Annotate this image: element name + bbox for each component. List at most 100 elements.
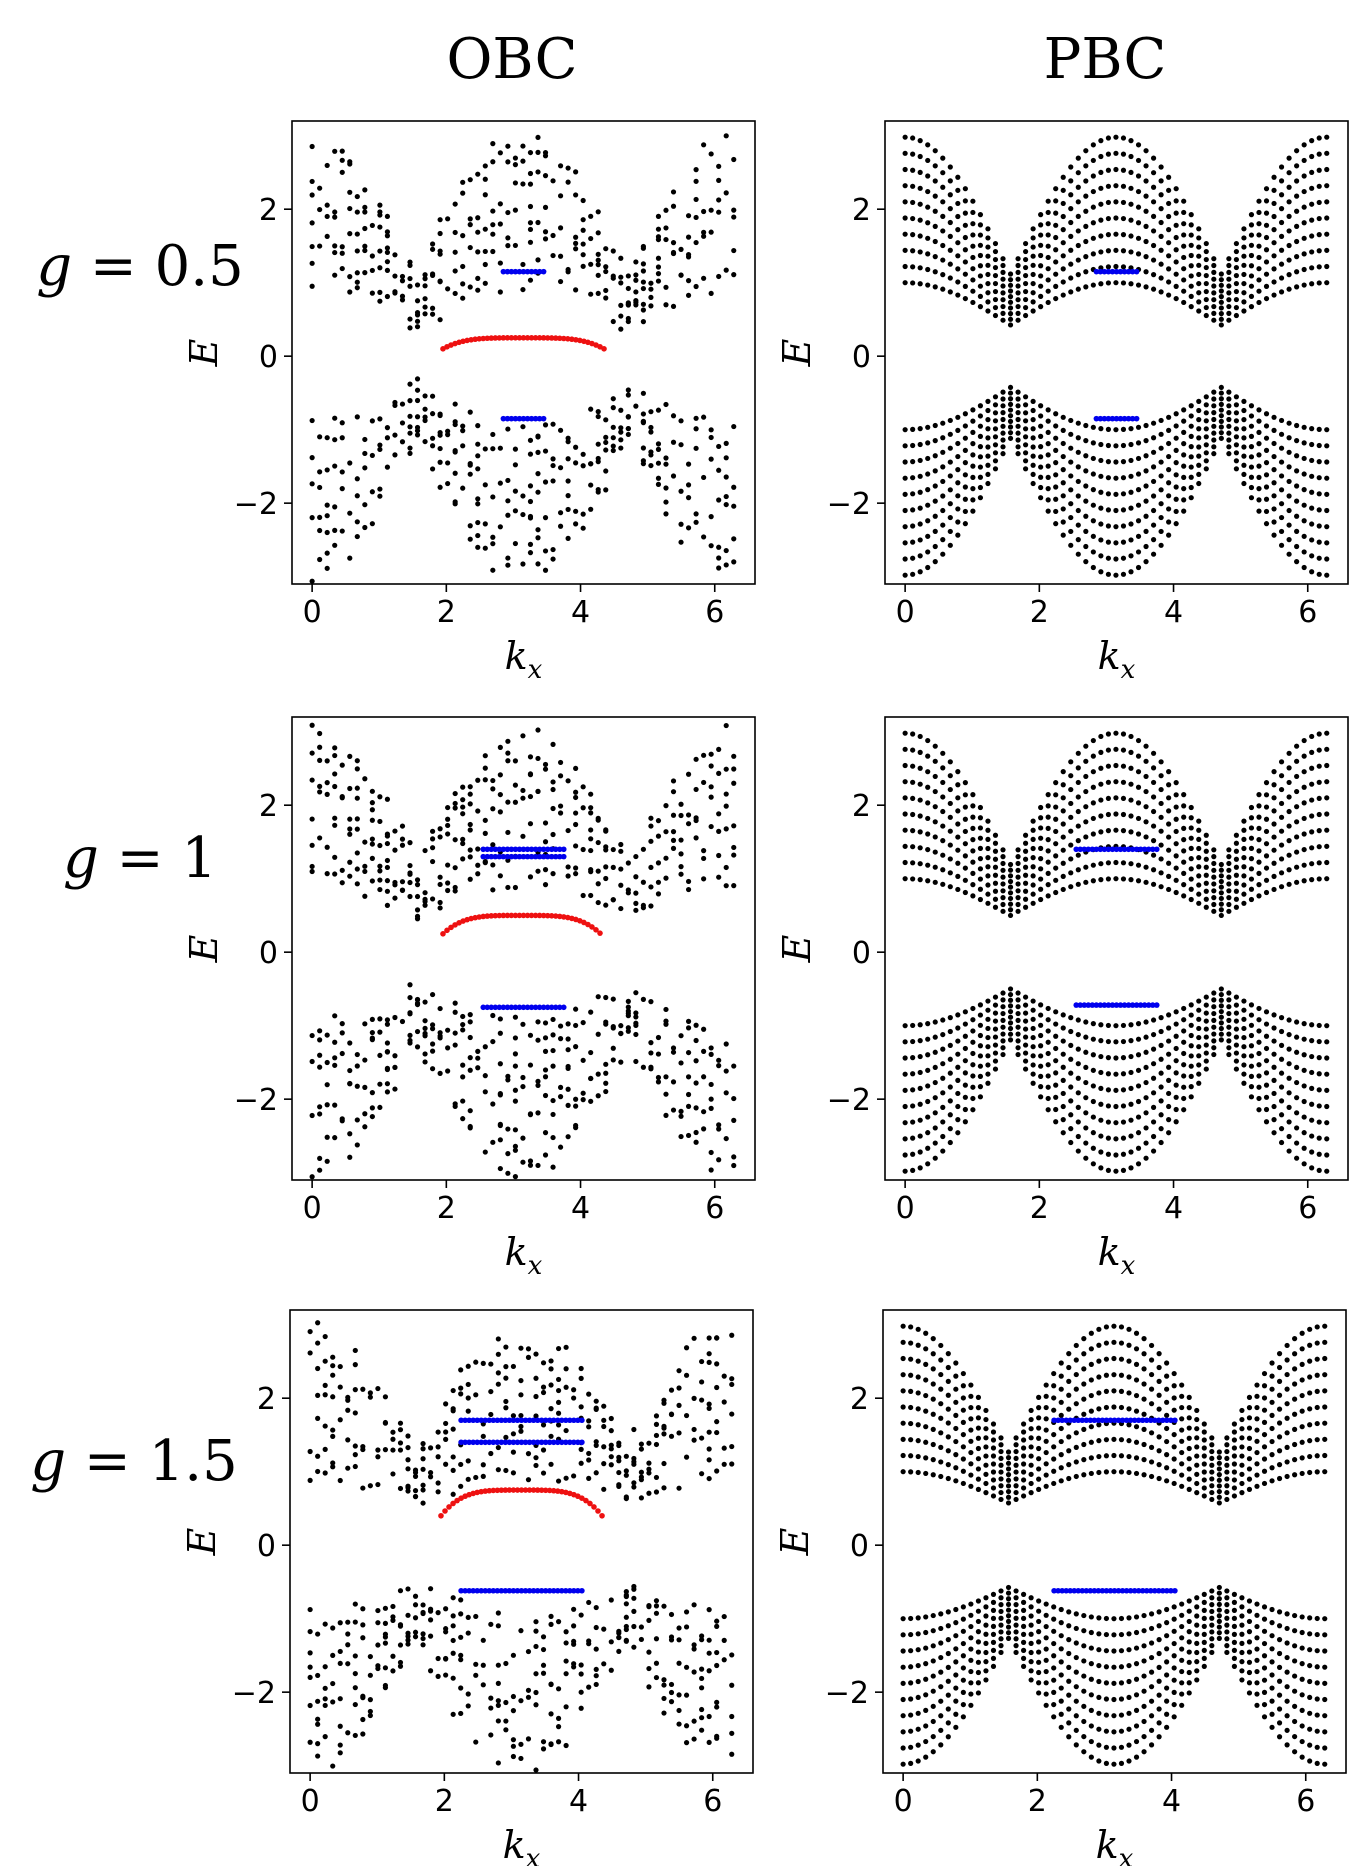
bulk-point bbox=[1316, 167, 1322, 173]
bulk-point bbox=[631, 1480, 637, 1486]
bulk-point bbox=[691, 1718, 697, 1724]
bulk-point bbox=[640, 879, 646, 885]
edge-state-blue bbox=[528, 846, 535, 853]
edge-state-blue bbox=[544, 1004, 551, 1011]
bulk-point bbox=[315, 1721, 321, 1727]
bulk-point bbox=[1256, 221, 1262, 227]
bulk-point bbox=[648, 462, 654, 469]
bulk-point bbox=[638, 1636, 644, 1643]
bulk-point bbox=[910, 459, 916, 465]
bulk-point bbox=[663, 461, 669, 467]
x-tick-label: 4 bbox=[569, 1784, 588, 1819]
bulk-point bbox=[307, 1674, 313, 1681]
bulk-point bbox=[1083, 163, 1089, 169]
bulk-point bbox=[1135, 502, 1142, 508]
edge-state-red bbox=[585, 921, 591, 928]
bulk-point bbox=[1256, 1107, 1262, 1113]
bulk-point bbox=[1203, 856, 1209, 862]
bulk-point bbox=[352, 1670, 358, 1677]
bulk-point bbox=[452, 268, 458, 274]
bulk-point bbox=[610, 424, 616, 430]
bulk-point bbox=[580, 241, 586, 247]
bulk-point bbox=[908, 1340, 914, 1346]
bulk-point bbox=[1135, 831, 1142, 837]
bulk-point bbox=[1211, 1010, 1217, 1017]
edge-state-red bbox=[514, 1487, 521, 1493]
bulk-point bbox=[1150, 838, 1157, 844]
bulk-point bbox=[708, 1096, 714, 1102]
bulk-point bbox=[1083, 1110, 1089, 1116]
bulk-point bbox=[940, 750, 946, 756]
bulk-point bbox=[1128, 201, 1134, 207]
bulk-point bbox=[1271, 414, 1277, 420]
bulk-point bbox=[992, 296, 999, 303]
bulk-point bbox=[693, 1058, 699, 1064]
bulk-point bbox=[902, 134, 908, 140]
bulk-point bbox=[1301, 487, 1307, 493]
bulk-point bbox=[625, 273, 631, 279]
bulk-point bbox=[955, 795, 961, 801]
bulk-point bbox=[648, 903, 654, 909]
bulk-point bbox=[945, 1734, 951, 1740]
bulk-point bbox=[1022, 848, 1029, 854]
bulk-point bbox=[1218, 861, 1224, 868]
bulk-point bbox=[527, 754, 534, 760]
bulk-point bbox=[1007, 895, 1014, 902]
bulk-point bbox=[699, 1706, 705, 1713]
bulk-point bbox=[1309, 441, 1315, 448]
bulk-point bbox=[1030, 1053, 1036, 1059]
bulk-point bbox=[1173, 271, 1179, 277]
bulk-point bbox=[631, 1484, 637, 1490]
bulk-point bbox=[1226, 437, 1232, 443]
bulk-point bbox=[992, 848, 999, 854]
bulk-point bbox=[1226, 895, 1232, 901]
edge-state-blue bbox=[488, 853, 495, 860]
bulk-point bbox=[384, 1017, 391, 1023]
bulk-point bbox=[1000, 854, 1006, 860]
bulk-point bbox=[1000, 444, 1006, 450]
bulk-point bbox=[678, 521, 684, 527]
bulk-point bbox=[998, 1476, 1004, 1482]
bulk-point bbox=[1038, 242, 1044, 248]
bulk-point bbox=[917, 861, 923, 867]
bulk-point bbox=[676, 1625, 682, 1631]
bulk-point bbox=[693, 426, 699, 432]
bulk-point bbox=[676, 1637, 682, 1643]
bulk-point bbox=[1188, 1002, 1194, 1008]
bulk-point bbox=[977, 464, 984, 470]
bulk-point bbox=[1038, 825, 1044, 831]
bulk-point bbox=[399, 439, 406, 445]
bulk-point bbox=[625, 1004, 631, 1010]
edge-state-blue bbox=[510, 1439, 517, 1446]
bulk-point bbox=[332, 272, 338, 278]
bulk-point bbox=[1248, 222, 1255, 228]
plot-frame bbox=[291, 120, 756, 585]
bulk-point bbox=[527, 181, 534, 187]
bulk-point bbox=[1294, 208, 1300, 214]
bulk-point bbox=[940, 170, 946, 176]
bulk-point bbox=[1226, 256, 1232, 262]
bulk-point bbox=[653, 1636, 660, 1642]
bulk-point bbox=[512, 446, 519, 452]
bulk-point bbox=[940, 272, 946, 278]
bulk-point bbox=[467, 1067, 473, 1073]
bulk-point bbox=[1203, 304, 1209, 311]
bulk-points bbox=[309, 722, 737, 1180]
bulk-point bbox=[962, 841, 968, 847]
bulk-point bbox=[985, 827, 991, 833]
bulk-point bbox=[467, 876, 473, 882]
bulk-point bbox=[940, 765, 946, 771]
bulk-point bbox=[533, 1702, 539, 1708]
bulk-point bbox=[1015, 423, 1021, 429]
bulk-point bbox=[1324, 475, 1330, 481]
bulk-point bbox=[1181, 463, 1187, 469]
bulk-point bbox=[670, 1045, 677, 1051]
bulk-point bbox=[917, 1053, 923, 1060]
bulk-point bbox=[1278, 786, 1285, 793]
bulk-point bbox=[535, 1019, 541, 1025]
bulk-point bbox=[580, 197, 586, 204]
bulk-point bbox=[505, 738, 511, 744]
bulk-point bbox=[362, 450, 368, 457]
bulk-point bbox=[932, 758, 938, 764]
edge-state-blue bbox=[1113, 1002, 1120, 1008]
